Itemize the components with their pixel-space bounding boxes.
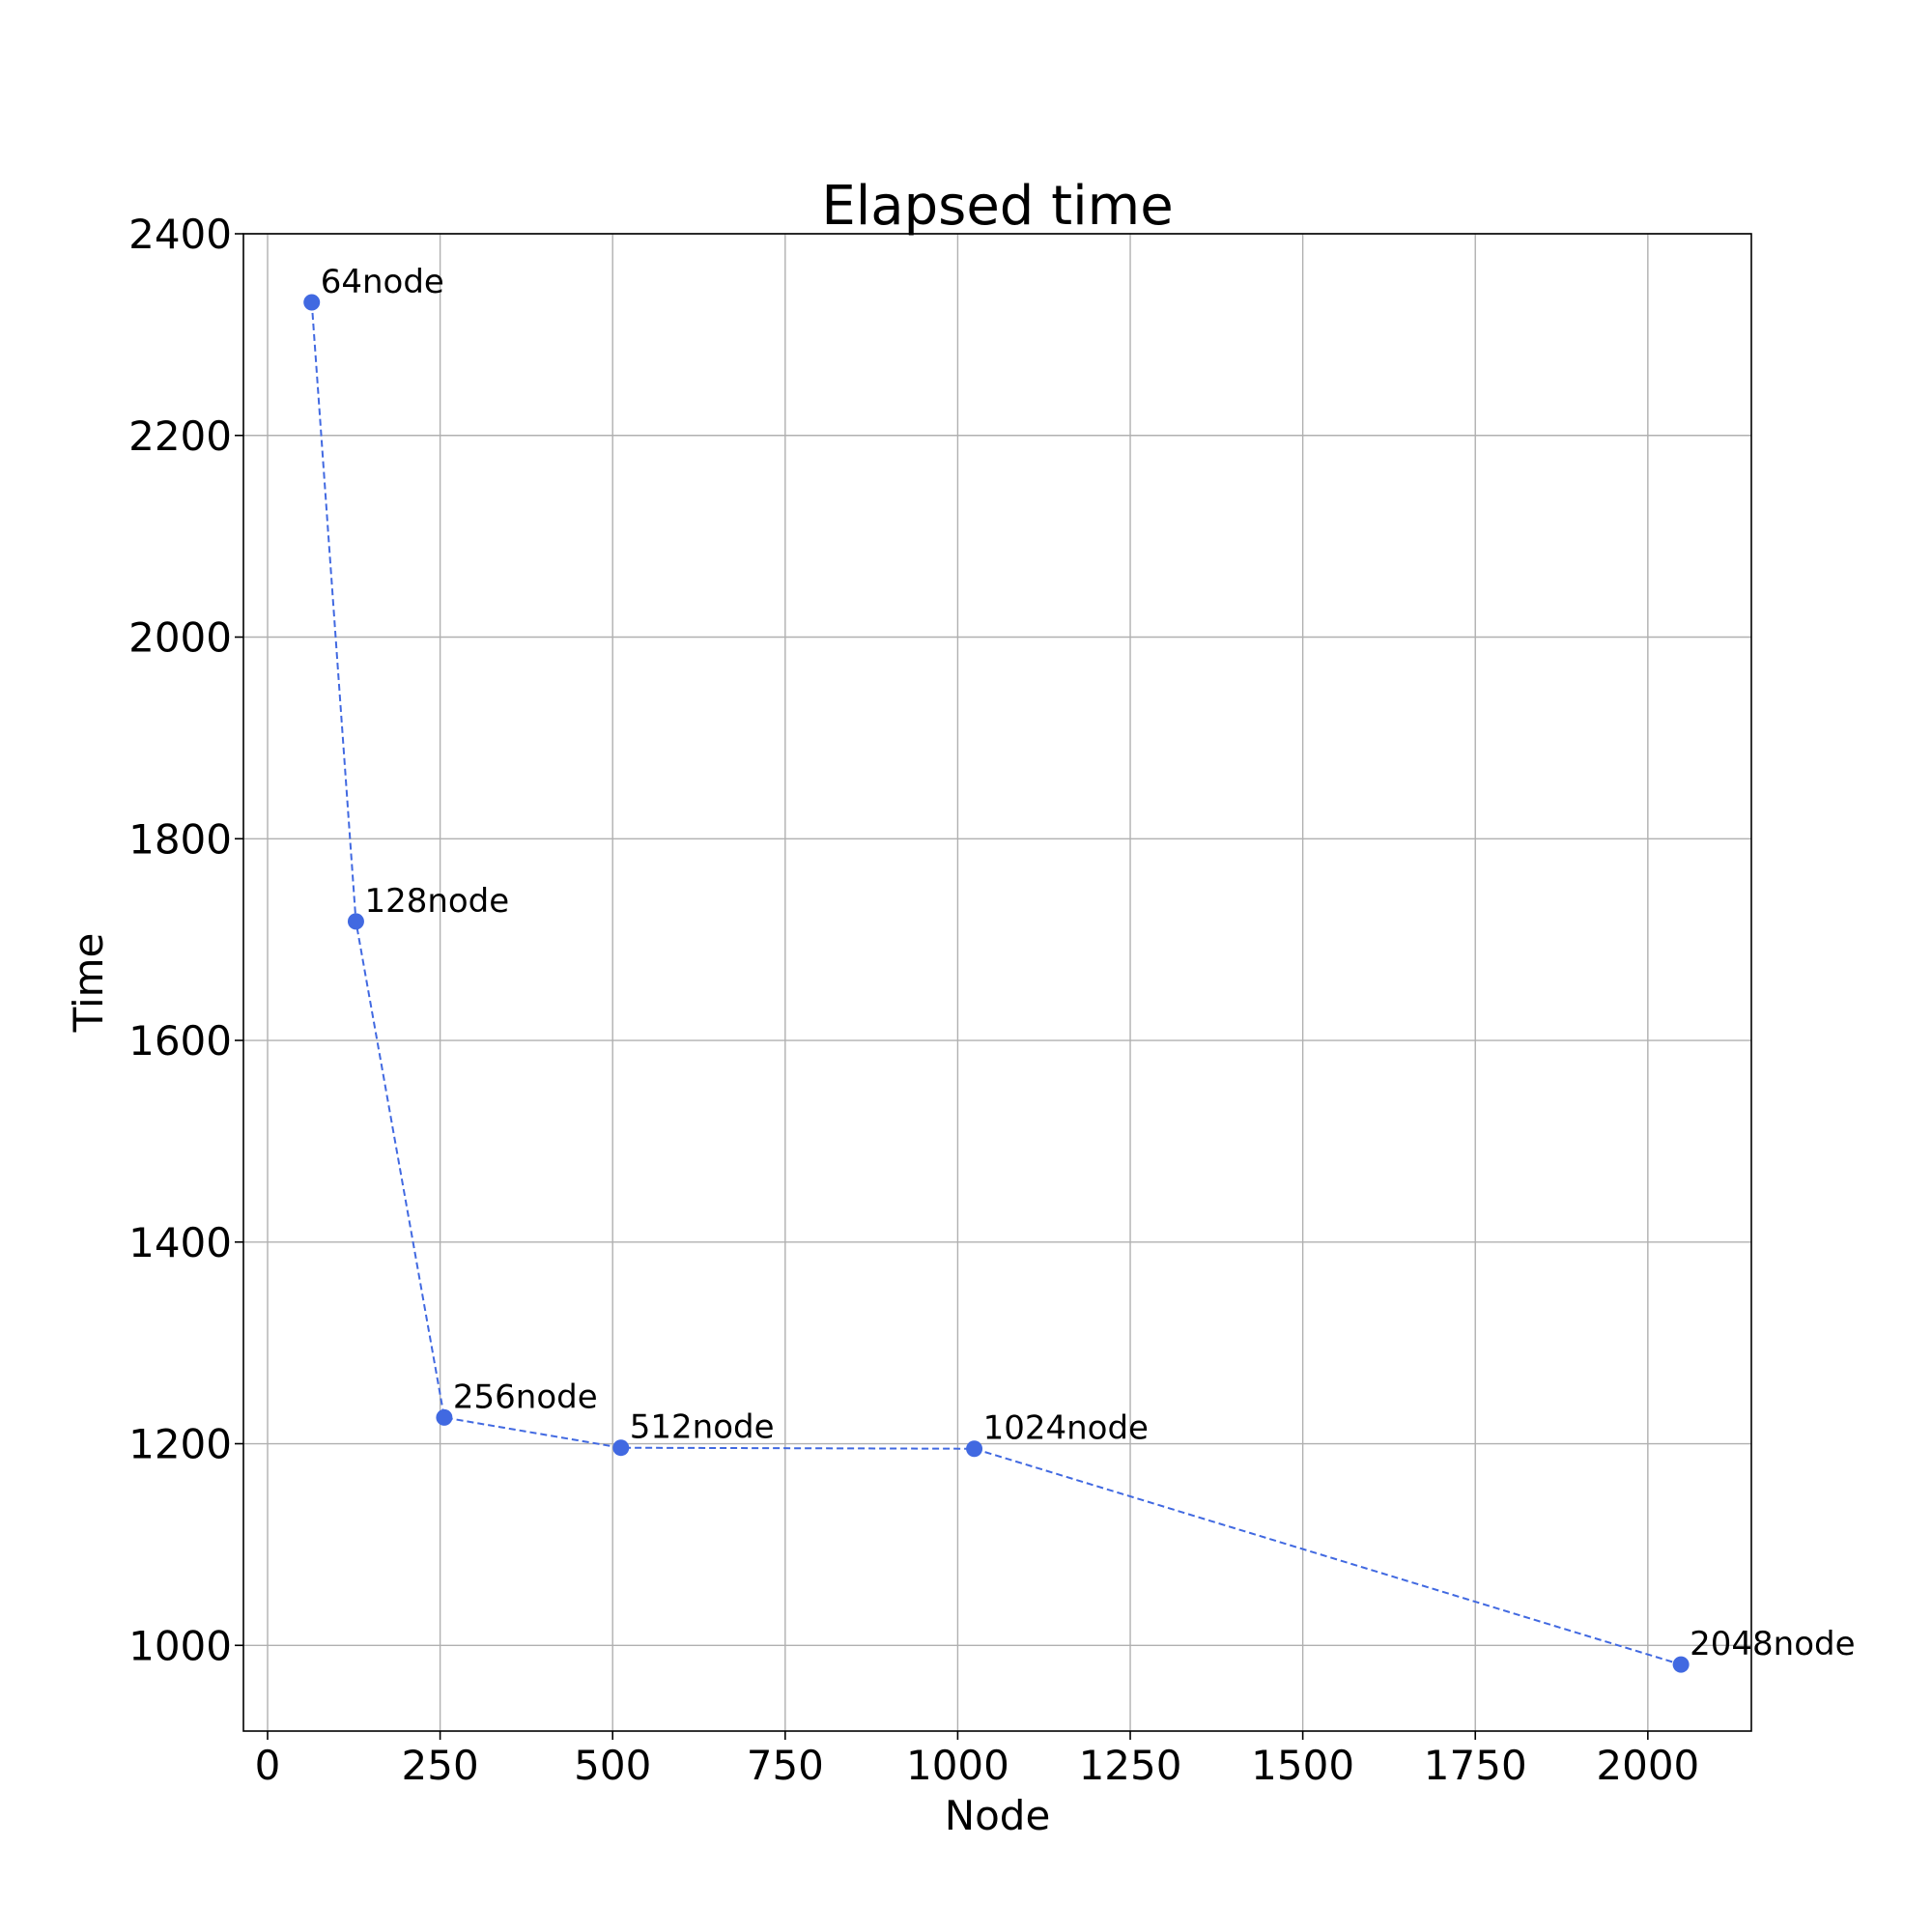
y-tick-label: 2400	[128, 211, 232, 258]
x-tick-label: 500	[574, 1742, 651, 1789]
y-axis-label: Time	[65, 933, 112, 1034]
data-point-label: 256node	[453, 1378, 598, 1416]
x-tick-label: 1500	[1251, 1742, 1354, 1789]
x-tick-label: 1250	[1079, 1742, 1182, 1789]
data-point-label: 1024node	[983, 1409, 1149, 1448]
data-point-label: 512node	[630, 1408, 775, 1447]
y-tick-label: 1800	[128, 815, 232, 863]
x-tick-label: 0	[255, 1742, 281, 1789]
data-point	[612, 1439, 630, 1457]
y-tick-label: 1200	[128, 1421, 232, 1468]
series-layer	[303, 294, 1690, 1673]
y-tick-label: 1400	[128, 1219, 232, 1266]
data-point	[966, 1440, 983, 1458]
x-tick-label: 1750	[1424, 1742, 1527, 1789]
plot-frame	[242, 233, 1752, 1732]
x-tick-label: 2000	[1596, 1742, 1699, 1789]
chart-title: Elapsed time	[821, 175, 1173, 238]
data-point-label: 2048node	[1690, 1625, 1855, 1663]
y-tick-label: 2000	[128, 614, 232, 662]
y-tick-label: 1600	[128, 1017, 232, 1065]
data-point	[347, 913, 364, 930]
data-point-label: 128node	[364, 882, 509, 921]
tick-layer: 0 250 500 750 1000 1250 1500 1750 2000 1000 1200 14…	[128, 211, 1699, 1789]
x-tick-label: 750	[747, 1742, 824, 1789]
data-point	[436, 1408, 453, 1426]
x-axis-label: Node	[945, 1792, 1051, 1839]
grid-layer	[243, 233, 1751, 1731]
data-point	[303, 294, 321, 311]
x-tick-label: 250	[402, 1742, 479, 1789]
data-point-label: 64node	[321, 263, 444, 301]
series-line	[310, 301, 1682, 1666]
data-point	[1672, 1656, 1690, 1673]
y-tick-label: 1000	[128, 1622, 232, 1669]
data-label-layer: 64node 128node 256node 512node 1024node 2048n…	[321, 263, 1856, 1663]
y-tick-label: 2200	[128, 412, 232, 460]
x-tick-label: 1000	[906, 1742, 1009, 1789]
